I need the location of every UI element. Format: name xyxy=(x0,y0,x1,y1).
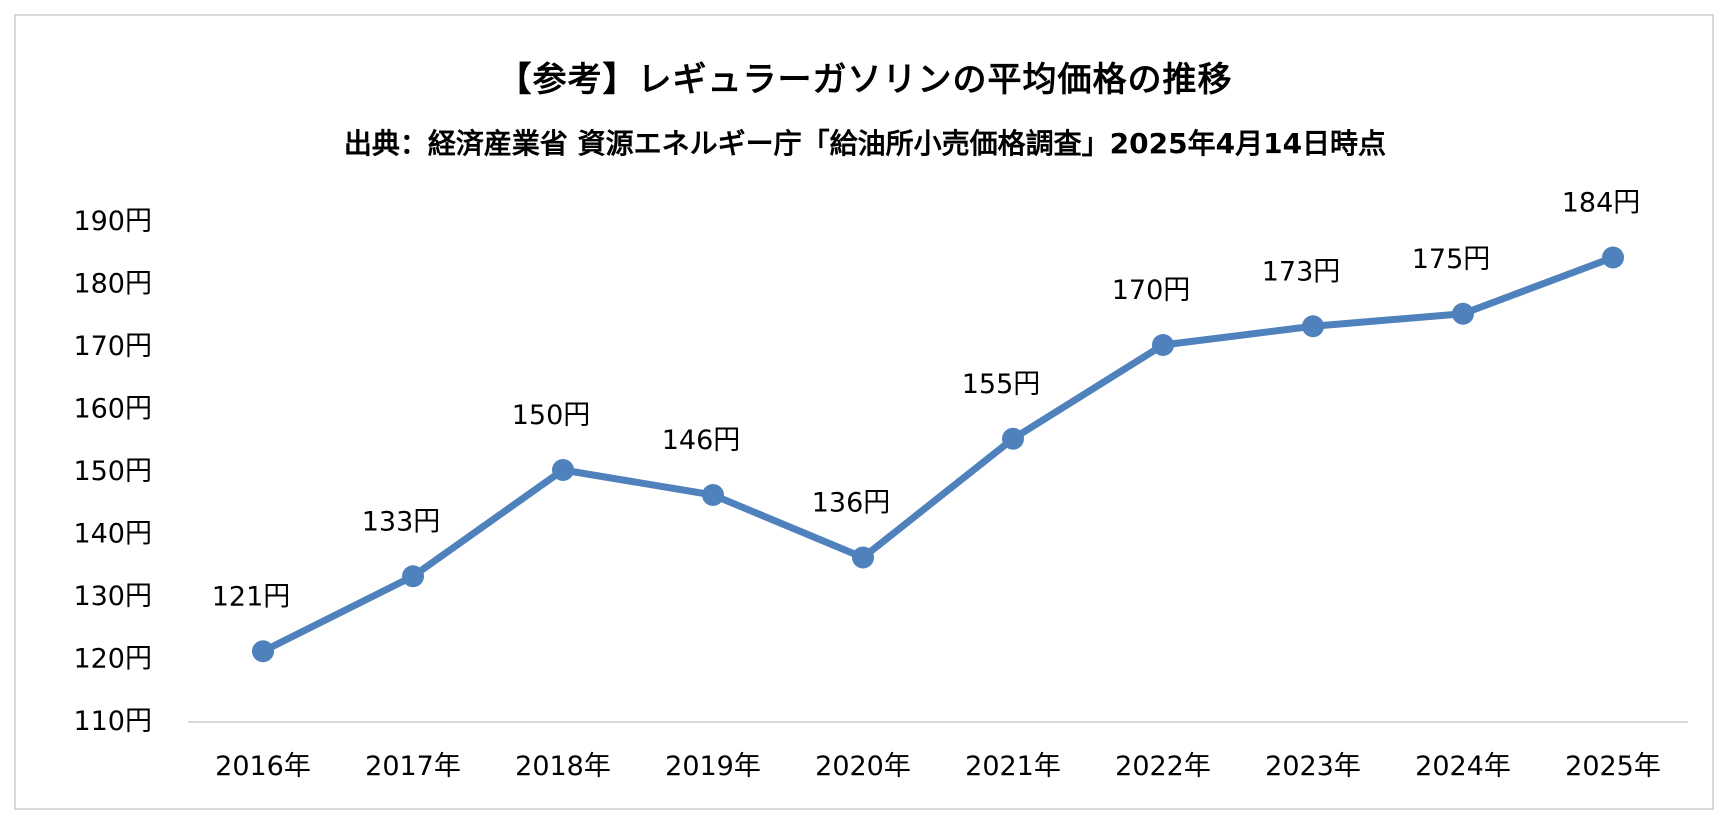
x-tick-label: 2020年 xyxy=(815,751,911,782)
chart-frame xyxy=(14,14,1714,810)
data-point xyxy=(402,565,424,588)
y-tick-label: 180円 xyxy=(73,269,152,300)
y-tick-label: 160円 xyxy=(73,394,152,425)
data-label: 155円 xyxy=(962,369,1041,400)
y-tick-label: 150円 xyxy=(73,456,152,487)
x-tick-label: 2021年 xyxy=(965,751,1061,782)
x-tick-label: 2024年 xyxy=(1415,751,1511,782)
data-label: 175円 xyxy=(1412,244,1491,275)
y-tick-label: 170円 xyxy=(73,331,152,362)
data-label: 170円 xyxy=(1112,275,1191,306)
data-label: 150円 xyxy=(512,400,591,431)
y-tick-label: 120円 xyxy=(73,644,152,675)
y-tick-label: 190円 xyxy=(73,206,152,237)
data-label: 136円 xyxy=(812,488,891,519)
y-tick-label: 130円 xyxy=(73,581,152,612)
data-point xyxy=(1152,334,1174,356)
x-axis-ticks: 2016年 2017年 2018年 2019年 2020年 2021年 2022年 2023年… xyxy=(215,751,1661,782)
data-point xyxy=(702,484,724,506)
y-tick-label: 140円 xyxy=(73,519,152,550)
data-point xyxy=(552,459,574,481)
data-points xyxy=(252,246,1624,663)
data-label: 133円 xyxy=(362,506,441,537)
data-point xyxy=(1602,246,1624,269)
x-tick-label: 2016年 xyxy=(215,751,311,782)
y-axis-ticks: 110円 120円 130円 140円 150円 160円 170円 180円 190円 xyxy=(73,206,152,737)
data-point xyxy=(252,640,274,663)
data-point xyxy=(1302,315,1324,338)
x-tick-label: 2017年 xyxy=(365,751,461,782)
chart-subtitle: 出典：経済産業省 資源エネルギー庁「給油所小売価格調査」2025年4月14日時点 xyxy=(343,127,1387,160)
data-point xyxy=(1452,302,1474,325)
x-tick-label: 2019年 xyxy=(665,751,761,782)
data-labels: 121円 133円 150円 146円 136円 155円 170円 173円 175円 184円 xyxy=(212,188,1641,613)
chart-title: 【参考】レギュラーガソリンの平均価格の推移 xyxy=(497,60,1233,100)
x-tick-label: 2023年 xyxy=(1265,751,1361,782)
data-point xyxy=(852,546,874,569)
data-label: 184円 xyxy=(1562,188,1641,219)
data-label: 146円 xyxy=(662,425,741,456)
x-tick-label: 2022年 xyxy=(1115,751,1211,782)
data-label: 173円 xyxy=(1262,256,1341,287)
y-tick-label: 110円 xyxy=(73,706,152,737)
x-tick-label: 2018年 xyxy=(515,751,611,782)
series-line xyxy=(259,254,1617,655)
data-label: 121円 xyxy=(212,581,291,612)
x-tick-label: 2025年 xyxy=(1565,751,1661,782)
data-point xyxy=(1002,427,1024,450)
